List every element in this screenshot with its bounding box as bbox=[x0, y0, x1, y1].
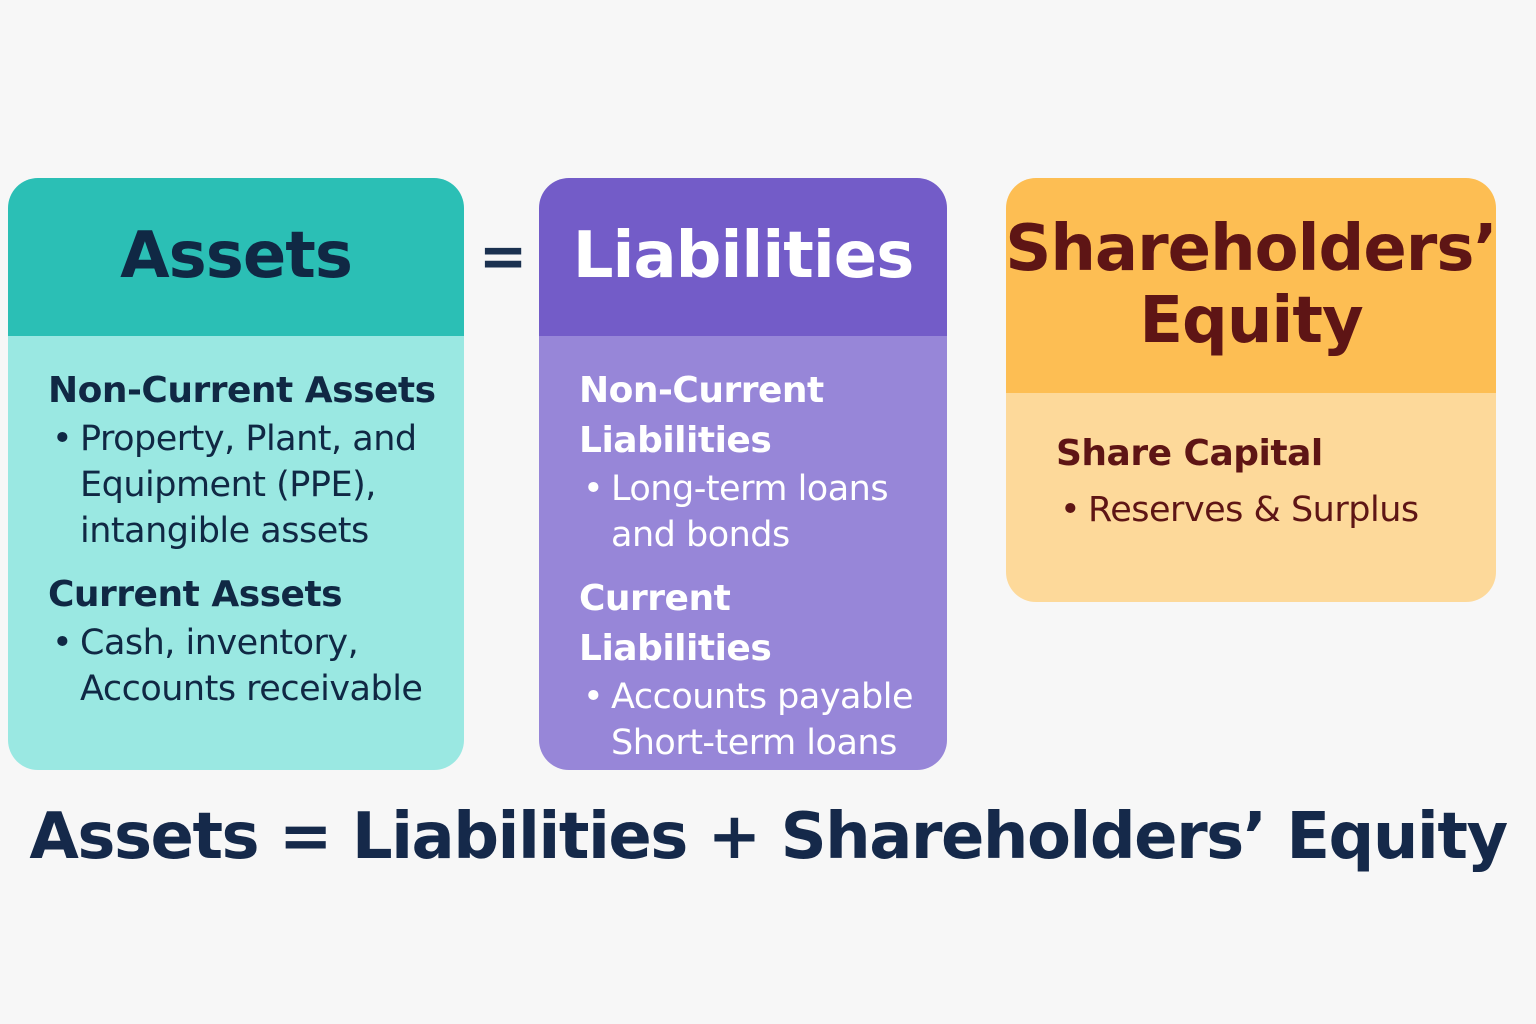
current-assets-list: • Cash, inventory, Accounts receivable bbox=[48, 620, 444, 712]
bullet-icon: • bbox=[583, 469, 604, 509]
list-item: intangible assets bbox=[80, 511, 369, 551]
accounting-equation: Assets = Liabilities + Shareholders’ Equ… bbox=[29, 800, 1508, 874]
bullet-icon: • bbox=[52, 419, 73, 459]
list-item: Equipment (PPE), bbox=[80, 465, 376, 505]
list-item: Accounts receivable bbox=[80, 669, 423, 709]
list-item: • Long-term loans bbox=[579, 466, 927, 512]
assets-body: Non-Current Assets • Property, Plant, and… bbox=[8, 336, 464, 770]
non-current-assets-heading: Non-Current Assets bbox=[48, 370, 436, 411]
current-liabilities-list: •Accounts payable Short-term loans Provi… bbox=[579, 674, 927, 770]
non-current-liabilities-heading: Non-Current Liabilities bbox=[579, 370, 824, 461]
liabilities-body: Non-Current Liabilities • Long-term loans… bbox=[539, 336, 947, 770]
current-assets-heading: Current Assets bbox=[48, 574, 343, 615]
list-item: and bonds bbox=[611, 515, 790, 555]
list-item: • Property, Plant, and bbox=[48, 416, 444, 462]
list-item: • Cash, inventory, bbox=[48, 620, 444, 666]
non-current-liabilities-list: • Long-term loans and bonds bbox=[579, 466, 927, 558]
liabilities-card: Liabilities Non-Current Liabilities • Lon… bbox=[539, 178, 947, 770]
equals-sign: = bbox=[478, 222, 528, 290]
equity-body: Share Capital • Reserves & Surplus bbox=[1006, 393, 1496, 602]
list-item: Provisions bbox=[579, 766, 927, 770]
equity-list: • Reserves & Surplus bbox=[1056, 487, 1476, 533]
equity-card: Shareholders’ Equity Share Capital • Rese… bbox=[1006, 178, 1496, 602]
bullet-icon: • bbox=[52, 623, 73, 663]
liabilities-title: Liabilities bbox=[539, 178, 947, 336]
list-item: • Accounts payable bbox=[579, 674, 927, 720]
assets-card: Assets Non-Current Assets • Property, Pla… bbox=[8, 178, 464, 770]
assets-title: Assets bbox=[8, 178, 464, 336]
bullet-icon: • bbox=[583, 677, 604, 717]
bullet-icon: • bbox=[1060, 490, 1081, 530]
current-liabilities-heading: Current Liabilities bbox=[579, 578, 772, 669]
non-current-assets-list: • Property, Plant, and Equipment (PPE), i… bbox=[48, 416, 444, 554]
share-capital-heading: Share Capital bbox=[1056, 433, 1323, 474]
list-item: Short-term loans bbox=[611, 723, 897, 763]
equity-title: Shareholders’ Equity bbox=[1006, 178, 1496, 393]
list-item: • Reserves & Surplus bbox=[1056, 487, 1476, 533]
